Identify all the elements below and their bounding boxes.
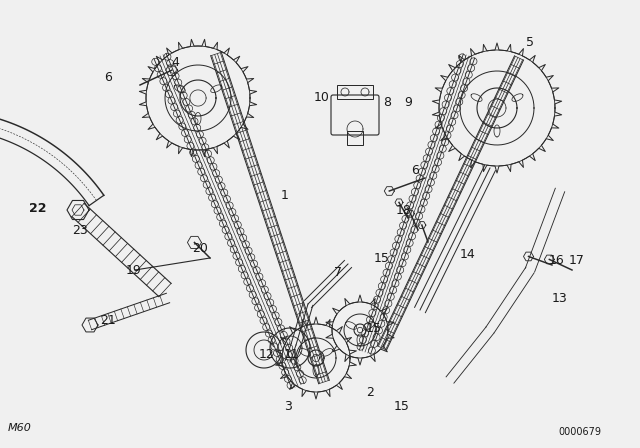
Text: 21: 21 xyxy=(100,314,116,327)
Text: M60: M60 xyxy=(8,423,32,433)
Text: 0000679: 0000679 xyxy=(558,427,601,437)
Text: 14: 14 xyxy=(460,249,476,262)
Text: 10: 10 xyxy=(314,90,330,103)
Bar xyxy=(347,131,363,145)
Text: 15: 15 xyxy=(366,322,382,335)
Text: 13: 13 xyxy=(552,292,568,305)
Text: 6: 6 xyxy=(411,164,419,177)
Text: 20: 20 xyxy=(192,241,208,254)
Text: 23: 23 xyxy=(72,224,88,237)
Text: 15: 15 xyxy=(394,400,410,413)
Text: 9: 9 xyxy=(404,95,412,108)
Text: 22: 22 xyxy=(29,202,47,215)
Text: 15: 15 xyxy=(374,251,390,264)
Text: 12: 12 xyxy=(259,349,275,362)
Text: 8: 8 xyxy=(383,95,391,108)
Text: 6: 6 xyxy=(104,70,112,83)
Text: 3: 3 xyxy=(284,400,292,413)
Text: 5: 5 xyxy=(526,35,534,48)
Bar xyxy=(337,85,373,99)
Text: 1: 1 xyxy=(281,189,289,202)
Text: 16: 16 xyxy=(549,254,565,267)
Text: 17: 17 xyxy=(569,254,585,267)
Text: 4: 4 xyxy=(171,56,179,69)
Text: 7: 7 xyxy=(334,266,342,279)
Text: 19: 19 xyxy=(126,263,142,276)
Text: 11: 11 xyxy=(284,349,300,362)
Text: 18: 18 xyxy=(396,203,412,216)
Text: 2: 2 xyxy=(366,385,374,399)
